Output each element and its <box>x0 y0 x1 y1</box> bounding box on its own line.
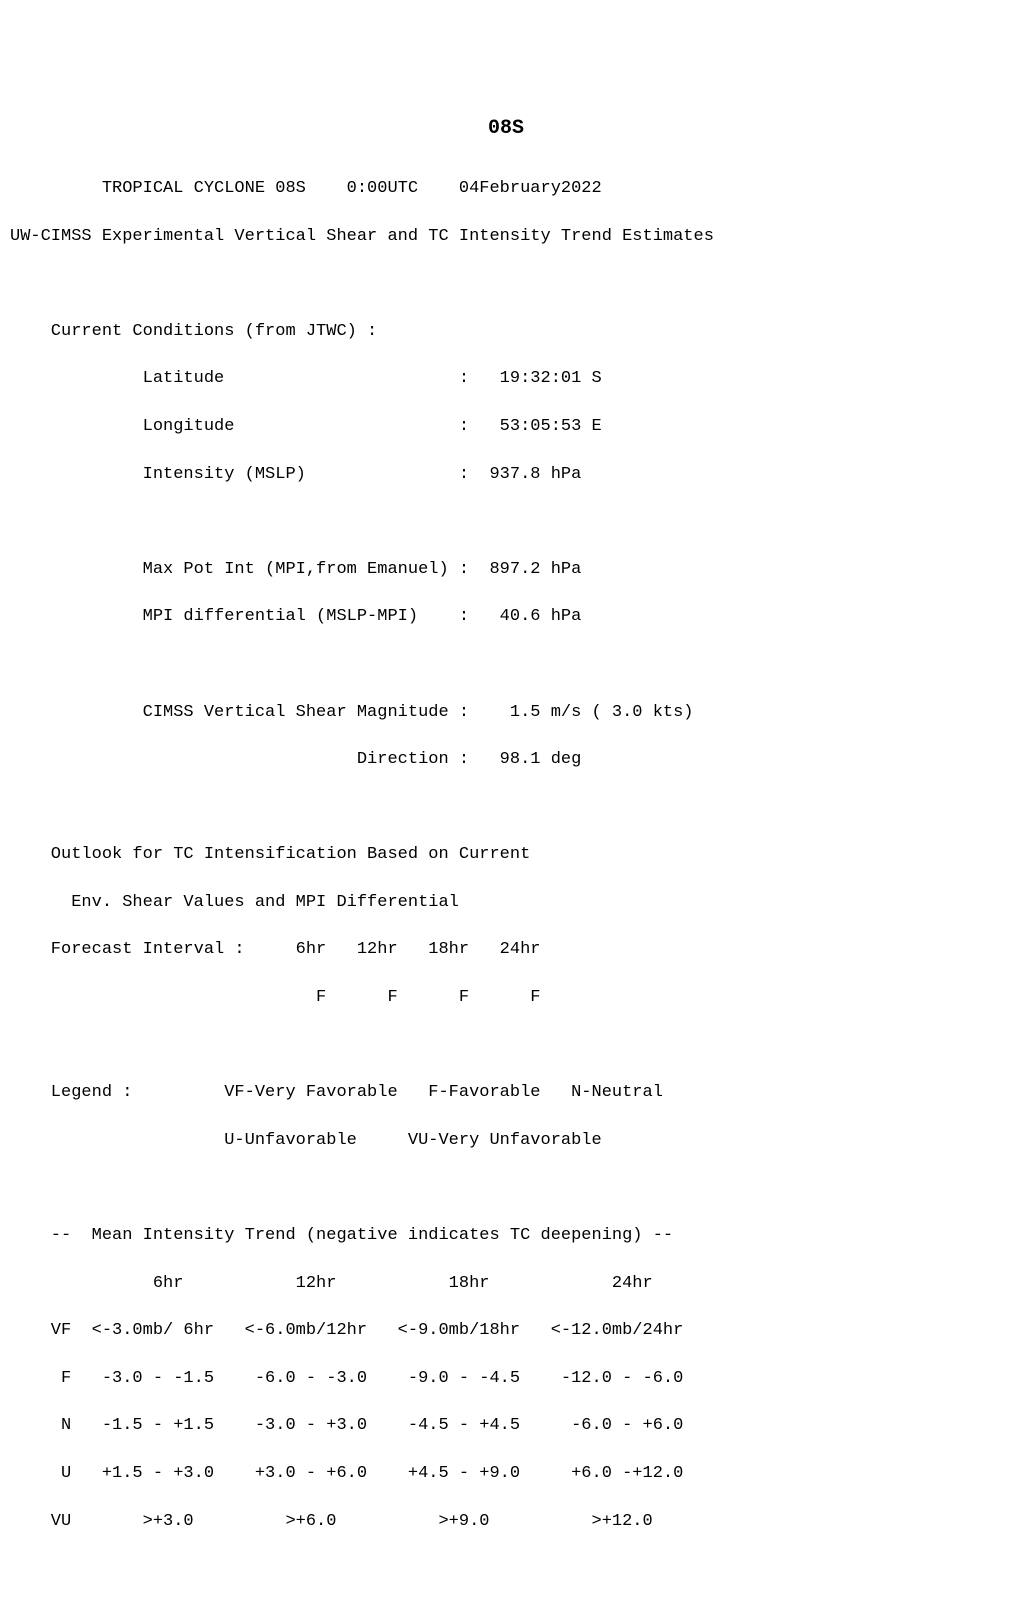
current-conditions-header: Current Conditions (from JTWC) : <box>10 320 1002 344</box>
blank-line <box>10 272 1002 296</box>
bulletin-line-2: UW-CIMSS Experimental Vertical Shear and… <box>10 225 1002 249</box>
legend-line-1: Legend : VF-Very Favorable F-Favorable N… <box>10 1081 1002 1105</box>
forecast-interval-values: F F F F <box>10 986 1002 1010</box>
latitude-line: Latitude : 19:32:01 S <box>10 367 1002 391</box>
trend-header: 6hr 12hr 18hr 24hr <box>10 1272 1002 1296</box>
trend-row-n: N -1.5 - +1.5 -3.0 - +3.0 -4.5 - +4.5 -6… <box>10 1414 1002 1438</box>
forecast-interval-header: Forecast Interval : 6hr 12hr 18hr 24hr <box>10 938 1002 962</box>
mpi-line: Max Pot Int (MPI,from Emanuel) : 897.2 h… <box>10 558 1002 582</box>
trend-row-vf: VF <-3.0mb/ 6hr <-6.0mb/12hr <-9.0mb/18h… <box>10 1319 1002 1343</box>
trend-title: -- Mean Intensity Trend (negative indica… <box>10 1224 1002 1248</box>
blank-line <box>10 1176 1002 1200</box>
outlook-title-2: Env. Shear Values and MPI Differential <box>10 891 1002 915</box>
shear-magnitude-line: CIMSS Vertical Shear Magnitude : 1.5 m/s… <box>10 701 1002 725</box>
outlook-title-1: Outlook for TC Intensification Based on … <box>10 843 1002 867</box>
trend-row-vu: VU >+3.0 >+6.0 >+9.0 >+12.0 <box>10 1510 1002 1534</box>
longitude-line: Longitude : 53:05:53 E <box>10 415 1002 439</box>
bulletin-line-1: TROPICAL CYCLONE 08S 0:00UTC 04February2… <box>10 177 1002 201</box>
blank-line <box>10 653 1002 677</box>
trend-row-u: U +1.5 - +3.0 +3.0 - +6.0 +4.5 - +9.0 +6… <box>10 1462 1002 1486</box>
legend-line-2: U-Unfavorable VU-Very Unfavorable <box>10 1129 1002 1153</box>
mpi-diff-line: MPI differential (MSLP-MPI) : 40.6 hPa <box>10 605 1002 629</box>
intensity-line: Intensity (MSLP) : 937.8 hPa <box>10 463 1002 487</box>
blank-line <box>10 796 1002 820</box>
trend-row-f: F -3.0 - -1.5 -6.0 - -3.0 -9.0 - -4.5 -1… <box>10 1367 1002 1391</box>
blank-line <box>10 510 1002 534</box>
blank-line <box>10 1034 1002 1058</box>
storm-id-title: 08S <box>10 115 1002 143</box>
shear-direction-line: Direction : 98.1 deg <box>10 748 1002 772</box>
